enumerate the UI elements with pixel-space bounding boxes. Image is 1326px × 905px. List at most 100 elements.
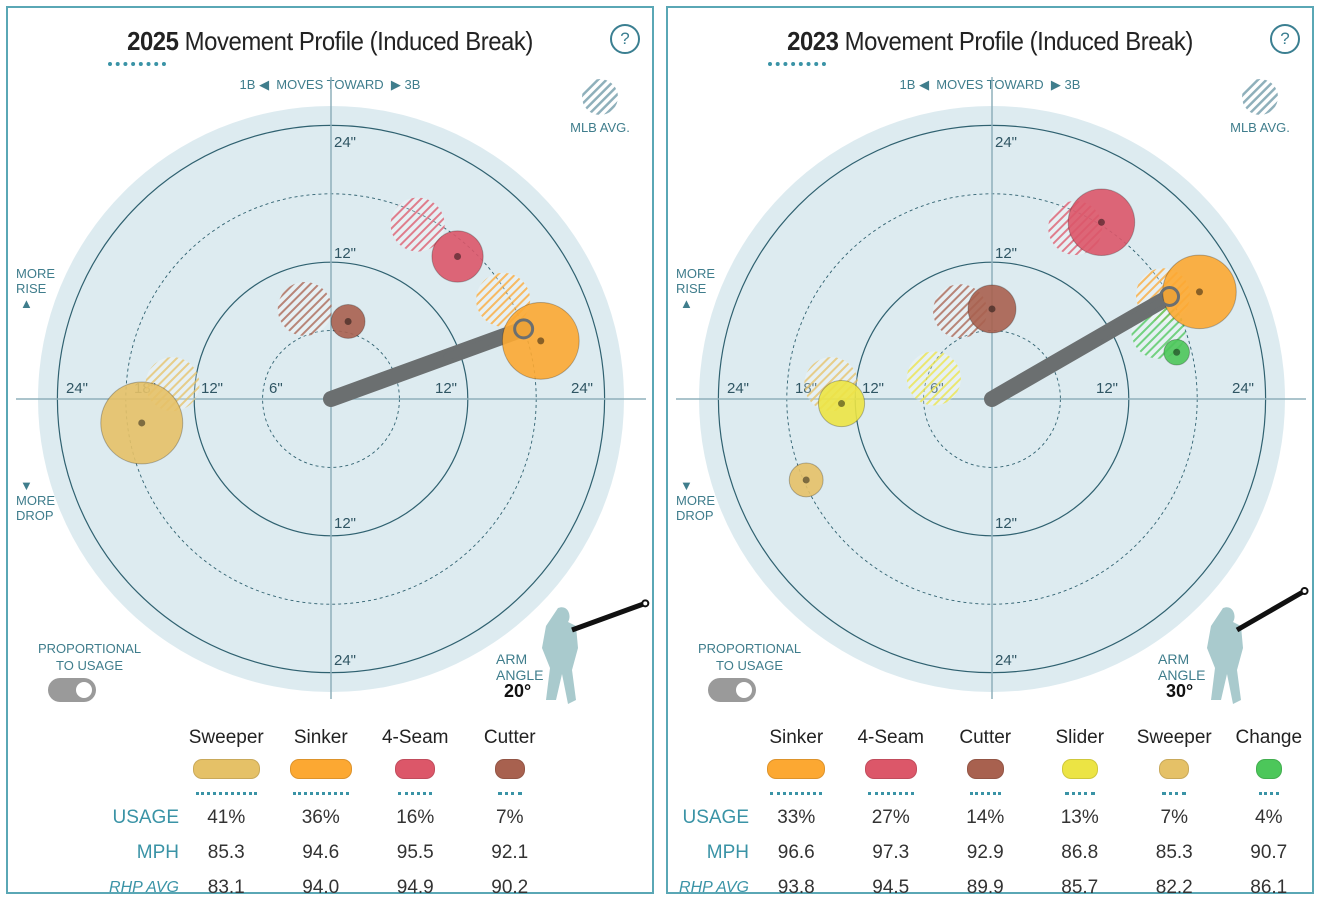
arm-slot-ring (513, 318, 535, 340)
row-label-usage: USAGE (682, 806, 749, 828)
usage-dots (292, 791, 349, 795)
usage-value: 13% (1060, 806, 1099, 828)
proportional-to-usage-toggle[interactable] (708, 678, 756, 702)
arm-angle-label: ARM ANGLE 20° (496, 651, 544, 700)
rhp-value: 90.2 (491, 876, 529, 898)
tick-label: 12" (995, 245, 1017, 262)
pitch-name: Cutter (959, 727, 1012, 748)
pitch-color-pill (1159, 758, 1190, 779)
hatched-circle-icon (1242, 79, 1278, 115)
tick-label: 12" (201, 380, 223, 397)
hatched-circle-icon (582, 79, 618, 115)
table-row-pname: Sinker 4-Seam Cutter Slider Sweeper Change (668, 726, 1316, 756)
pitch-cutter[interactable] (967, 284, 1017, 334)
movement-plot: 24"12"12"24"24"18"12"6"12"24" (16, 77, 650, 704)
usage-dots (969, 791, 1001, 795)
usage-value: 14% (966, 806, 1005, 828)
usage-dots (770, 791, 823, 795)
pitch-name: 4-Seam (857, 727, 925, 748)
pitch-table: Sweeper Sinker 4-Seam Cutter USAGE 41% 36% 16% 7… (8, 726, 557, 905)
mlb-avg-cutter[interactable] (277, 281, 332, 336)
mph-value: 94.6 (302, 841, 340, 863)
pitch-4-seam[interactable] (1067, 188, 1136, 257)
title-text: Movement Profile (Induced Break) (184, 26, 534, 56)
more-rise-line2: RISE (676, 281, 707, 296)
proportional-line1: PROPORTIONAL (38, 641, 142, 656)
up-arrow-icon: ▲ (680, 296, 693, 311)
pitch-center-dot (988, 305, 996, 313)
mlb-avg-legend: MLB AVG. (570, 78, 630, 135)
row-label-mph: MPH (706, 841, 749, 863)
pitcher-figure-icon (1207, 587, 1309, 704)
proportional-line2: TO USAGE (56, 658, 123, 673)
pitch-name: Sweeper (1136, 727, 1212, 748)
more-drop-line1: MORE (676, 493, 715, 508)
usage-value: 36% (301, 806, 340, 828)
help-button[interactable]: ? (1270, 24, 1300, 54)
pitch-color-pill (192, 758, 260, 779)
proportional-line2: TO USAGE (716, 658, 783, 673)
proportional-label: PROPORTIONAL TO USAGE (698, 640, 801, 674)
pitch-slider[interactable] (817, 379, 866, 428)
usage-value: 4% (1255, 806, 1283, 828)
pitch-color-pill (864, 758, 917, 779)
mph-value: 92.9 (966, 841, 1004, 863)
tick-label: 24" (995, 134, 1017, 151)
legend-swatch-change (1222, 758, 1317, 798)
chart-title: 2023 Movement Profile (Induced Break) (694, 26, 1286, 57)
title-underline (108, 62, 166, 66)
mph-value: 85.3 (207, 841, 245, 863)
title-underline (768, 62, 826, 66)
tick-label: 24" (571, 380, 593, 397)
pitch-change[interactable] (1163, 338, 1190, 366)
arm-label-line2: ANGLE (496, 667, 544, 683)
legend-swatch-sinker (274, 758, 369, 798)
usage-dots (398, 791, 433, 795)
arm-slot-ring (1159, 286, 1181, 307)
left-arrow-icon: ◀ (919, 77, 930, 92)
moves-toward-label: MOVES TOWARD (936, 77, 1044, 92)
pitch-center-dot (1173, 348, 1181, 356)
third-base-label: 3B (404, 77, 421, 92)
pitch-4-seam[interactable] (431, 230, 484, 283)
pitch-name: Sweeper (188, 727, 264, 748)
help-button[interactable]: ? (610, 24, 640, 54)
table-row-mph: MPH 96.6 97.3 92.9 86.8 85.3 90.7 (668, 835, 1316, 870)
legend-swatch-cutter (938, 758, 1033, 798)
usage-dots (1064, 791, 1095, 795)
tick-label: 6" (269, 380, 283, 397)
pitch-sweeper[interactable] (788, 462, 824, 498)
mlb-avg-slider[interactable] (906, 351, 961, 406)
pitch-center-dot (838, 400, 846, 408)
arm-label-line1: ARM (1158, 651, 1190, 667)
pitch-color-pill (1061, 758, 1098, 779)
mph-value: 86.8 (1061, 841, 1099, 863)
mph-value: 97.3 (872, 841, 910, 863)
first-base-label: 1B (899, 77, 916, 92)
proportional-to-usage-toggle[interactable] (48, 678, 96, 702)
tick-label: 12" (995, 515, 1017, 532)
legend-swatch-sinker (749, 758, 844, 798)
down-arrow-icon: ▼ (20, 478, 33, 493)
right-arrow-icon: ▶ (390, 77, 401, 92)
right-arrow-icon: ▶ (1050, 77, 1061, 92)
movement-profile-2023: 2023 Movement Profile (Induced Break) ? … (666, 6, 1317, 898)
proportional-label: PROPORTIONAL TO USAGE (38, 640, 141, 674)
usage-value: 27% (871, 806, 910, 828)
mph-value: 92.1 (491, 841, 529, 863)
pitch-cutter[interactable] (330, 304, 366, 339)
up-arrow-icon: ▲ (20, 296, 33, 311)
pitch-sweeper[interactable] (100, 381, 184, 465)
legend-swatch-4-seam (368, 758, 463, 798)
mlb-avg-4-seam[interactable] (390, 197, 445, 252)
tick-label: 12" (435, 380, 457, 397)
legend-swatch-4-seam (844, 758, 939, 798)
more-drop-label: ▼ MORE DROP (16, 478, 55, 523)
mph-value: 85.3 (1155, 841, 1193, 863)
legend-swatch-sweeper (179, 758, 274, 798)
pitch-sinker[interactable] (501, 301, 580, 380)
table-row-usage: USAGE 41% 36% 16% 7% (8, 800, 557, 835)
usage-value: 7% (1160, 806, 1188, 828)
usage-value: 41% (207, 806, 246, 828)
pitch-color-pill (966, 758, 1004, 779)
